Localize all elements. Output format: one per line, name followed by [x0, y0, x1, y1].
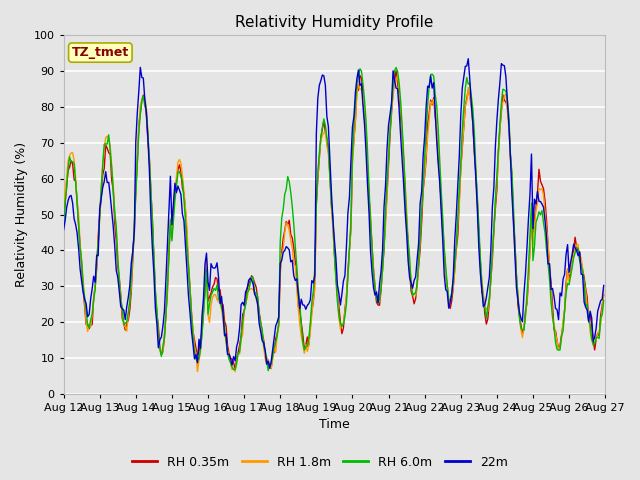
Legend: RH 0.35m, RH 1.8m, RH 6.0m, 22m: RH 0.35m, RH 1.8m, RH 6.0m, 22m	[127, 451, 513, 474]
Title: Relativity Humidity Profile: Relativity Humidity Profile	[235, 15, 433, 30]
X-axis label: Time: Time	[319, 419, 350, 432]
Y-axis label: Relativity Humidity (%): Relativity Humidity (%)	[15, 142, 28, 287]
Text: TZ_tmet: TZ_tmet	[72, 46, 129, 59]
